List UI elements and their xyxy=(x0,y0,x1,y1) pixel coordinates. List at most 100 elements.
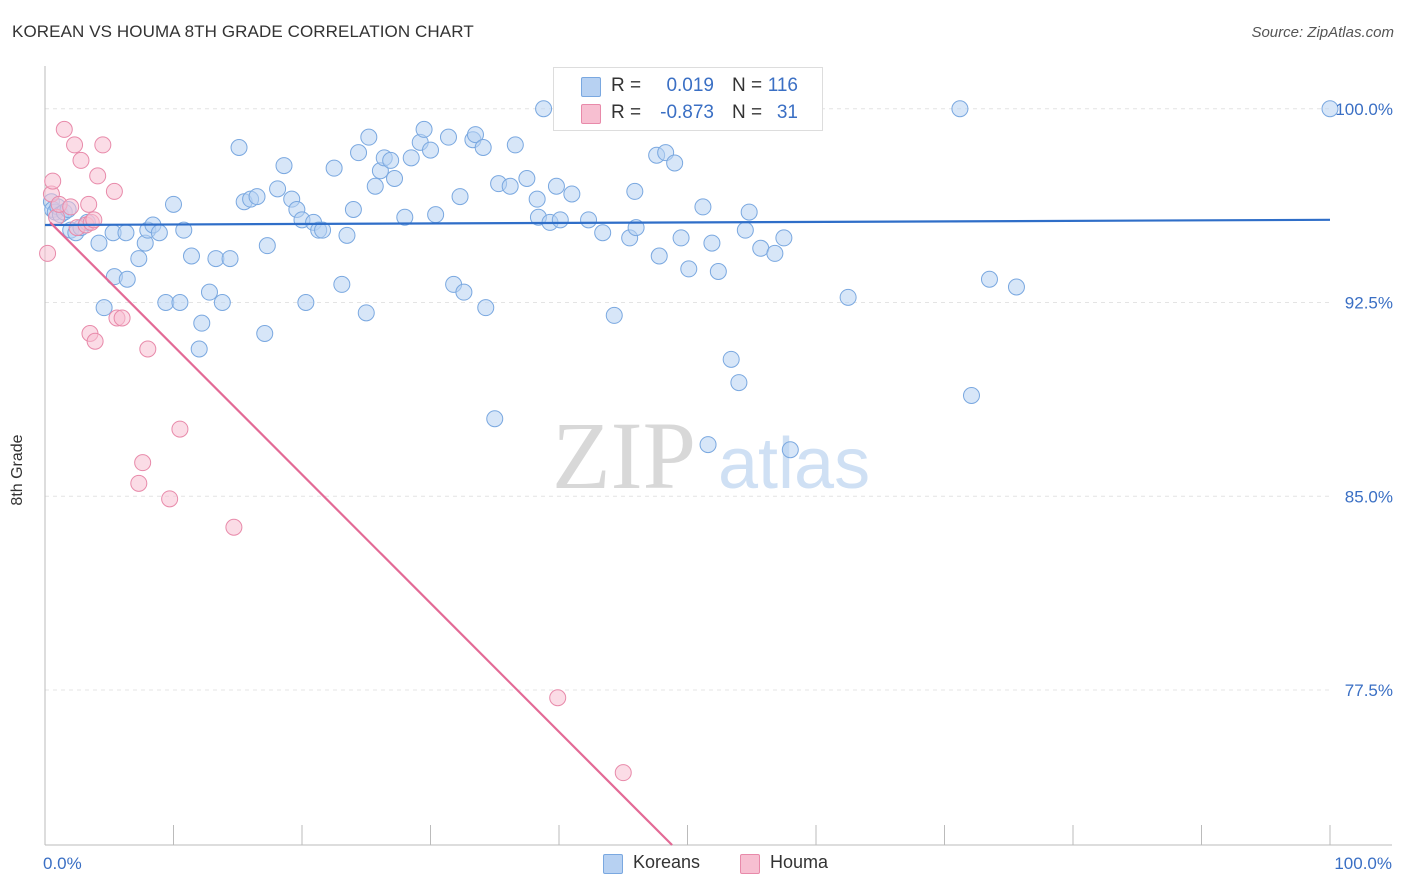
watermark-atlas: atlas xyxy=(718,424,870,504)
koreans-point-23 xyxy=(165,195,182,213)
koreans-point-25 xyxy=(175,221,193,239)
koreans-point-68 xyxy=(451,188,469,206)
chart-title: KOREAN VS HOUMA 8TH GRADE CORRELATION CH… xyxy=(12,22,474,41)
houma-trend-line xyxy=(49,221,673,846)
koreans-point-60 xyxy=(396,208,414,226)
koreans-point-59 xyxy=(386,170,404,187)
koreans-point-28 xyxy=(193,314,211,332)
koreans-point-97 xyxy=(672,229,690,247)
houma-point-2 xyxy=(44,172,62,190)
koreans-point-22 xyxy=(157,294,175,311)
koreans-point-38 xyxy=(258,237,276,255)
x-tick-label-0: 0.0% xyxy=(43,854,82,873)
koreans-point-94 xyxy=(650,247,668,265)
koreans-point-101 xyxy=(699,436,717,454)
koreans-r-value: 0.019 xyxy=(666,75,714,96)
koreans-point-87 xyxy=(594,224,612,242)
legend-houma-label: Houma xyxy=(770,852,829,872)
houma-point-5 xyxy=(55,120,73,138)
koreans-point-109 xyxy=(766,244,784,262)
koreans-trend-line xyxy=(44,218,1331,227)
koreans-point-31 xyxy=(213,294,231,311)
koreans-point-44 xyxy=(297,294,315,311)
koreans-point-12 xyxy=(95,299,113,317)
koreans-point-111 xyxy=(781,441,799,459)
koreans-point-16 xyxy=(118,270,136,288)
koreans-point-36 xyxy=(248,188,266,206)
koreans-point-40 xyxy=(275,157,293,175)
data-points xyxy=(39,100,1339,782)
koreans-point-11 xyxy=(90,234,108,252)
houma-point-7 xyxy=(66,136,84,154)
koreans-point-71 xyxy=(466,126,484,144)
koreans-point-90 xyxy=(626,182,644,200)
koreans-point-114 xyxy=(962,387,980,404)
koreans-point-115 xyxy=(980,270,998,288)
koreans-n-value: 116 xyxy=(767,75,798,96)
trend-lines xyxy=(44,218,1331,846)
tick-labels: 100.0% 92.5% 85.0% 77.5% 0.0% 100.0% xyxy=(43,100,1393,873)
koreans-point-81 xyxy=(535,100,553,118)
koreans-point-47 xyxy=(314,221,332,239)
houma-n-label: N = xyxy=(732,102,763,123)
koreans-point-53 xyxy=(357,304,375,322)
koreans-point-85 xyxy=(563,185,581,203)
houma-point-27 xyxy=(549,689,567,707)
koreans-point-84 xyxy=(551,211,569,229)
koreans-point-58 xyxy=(382,151,400,169)
koreans-point-52 xyxy=(350,144,368,162)
koreans-point-86 xyxy=(580,211,598,229)
koreans-point-102 xyxy=(703,234,721,252)
koreans-point-103 xyxy=(709,263,727,280)
koreans-point-117 xyxy=(1321,100,1339,118)
koreans-swatch xyxy=(581,77,601,97)
koreans-point-64 xyxy=(422,141,439,159)
koreans-point-15 xyxy=(117,224,135,242)
koreans-point-88 xyxy=(605,306,623,324)
gridlines xyxy=(45,108,1330,691)
houma-point-28 xyxy=(614,764,632,782)
y-tick-label-0: 100.0% xyxy=(1335,100,1393,119)
houma-point-6 xyxy=(62,198,80,216)
koreans-point-24 xyxy=(171,294,189,311)
koreans-point-66 xyxy=(439,128,457,146)
houma-point-20 xyxy=(113,309,131,327)
houma-point-16 xyxy=(89,167,107,185)
koreans-point-73 xyxy=(477,299,495,317)
legend-houma-swatch xyxy=(740,854,760,874)
koreans-point-83 xyxy=(547,177,565,195)
koreans-point-104 xyxy=(722,350,740,368)
correlation-stats-box: R = 0.019 N = 116 R = -0.873 N = 31 xyxy=(553,67,823,131)
koreans-r-label: R = xyxy=(611,75,642,96)
koreans-point-50 xyxy=(338,226,356,244)
koreans-point-30 xyxy=(207,250,225,268)
koreans-point-116 xyxy=(1007,278,1025,296)
koreans-point-96 xyxy=(666,154,684,172)
koreans-point-106 xyxy=(736,221,754,239)
houma-point-26 xyxy=(225,518,243,536)
legend-koreans-label: Koreans xyxy=(633,852,701,872)
koreans-point-48 xyxy=(325,159,343,177)
houma-point-25 xyxy=(171,420,189,438)
houma-point-11 xyxy=(80,195,98,213)
koreans-point-27 xyxy=(190,340,208,358)
koreans-point-26 xyxy=(182,247,200,265)
houma-point-21 xyxy=(130,474,148,492)
stats-row-houma: R = -0.873 N = 31 xyxy=(554,101,822,127)
houma-r-label: R = xyxy=(611,102,642,123)
houma-point-22 xyxy=(134,454,152,472)
koreans-point-51 xyxy=(344,201,362,218)
koreans-point-76 xyxy=(501,177,519,195)
houma-point-24 xyxy=(161,490,179,508)
koreans-point-63 xyxy=(415,120,433,138)
koreans-point-55 xyxy=(366,177,384,195)
y-tick-label-3: 77.5% xyxy=(1345,681,1393,700)
koreans-point-113 xyxy=(951,100,969,118)
koreans-point-79 xyxy=(528,190,546,208)
x-tick-label-1: 100.0% xyxy=(1334,854,1392,873)
koreans-point-37 xyxy=(256,325,274,342)
koreans-point-21 xyxy=(150,224,168,242)
koreans-point-29 xyxy=(200,283,218,301)
koreans-point-17 xyxy=(130,250,148,268)
koreans-point-32 xyxy=(221,250,239,268)
